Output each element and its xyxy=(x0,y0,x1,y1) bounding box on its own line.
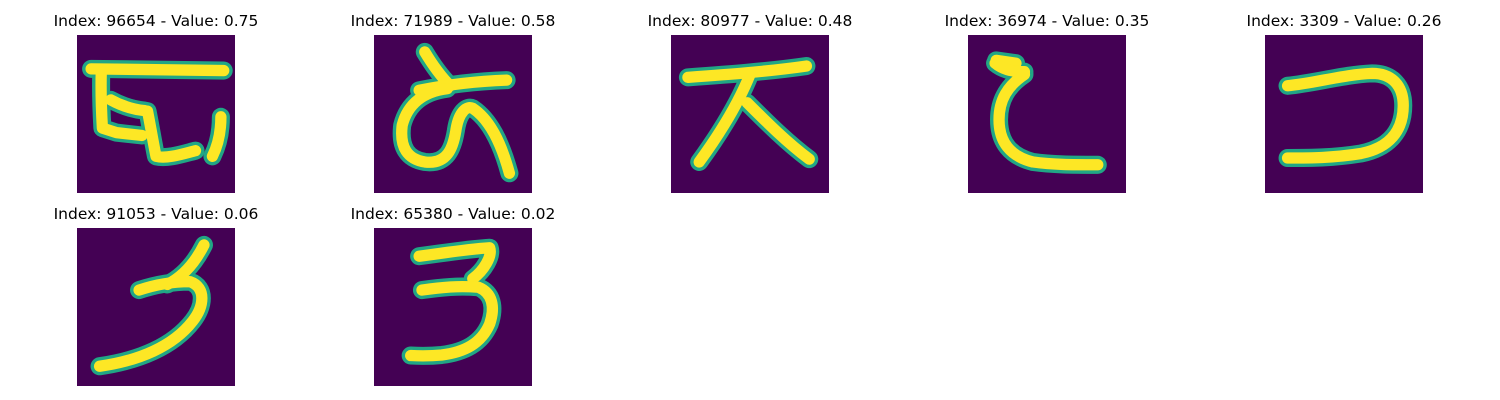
sample-title: Index: 65380 - Value: 0.02 xyxy=(350,205,556,223)
sample-cell-4: Index: 36974 - Value: 0.35 xyxy=(945,11,1149,193)
sample-cell-5: Index: 3309 - Value: 0.26 xyxy=(1247,11,1441,193)
sample-title: Index: 80977 - Value: 0.48 xyxy=(647,12,853,30)
glyph-ta-icon xyxy=(671,35,829,193)
sample-cell-3: Index: 80977 - Value: 0.48 xyxy=(648,11,852,193)
sample-cell-7: Index: 65380 - Value: 0.02 xyxy=(351,204,555,386)
sample-cell-1: Index: 96654 - Value: 0.75 xyxy=(54,11,258,193)
sample-title: Index: 71989 - Value: 0.58 xyxy=(350,12,556,30)
glyph-te-icon xyxy=(968,35,1126,193)
sample-title: Index: 36974 - Value: 0.35 xyxy=(944,12,1150,30)
glyph-a-icon xyxy=(374,35,532,193)
glyph-ra-icon xyxy=(77,228,235,386)
sample-title: Index: 3309 - Value: 0.26 xyxy=(1246,12,1442,30)
sample-title: Index: 91053 - Value: 0.06 xyxy=(53,205,259,223)
sample-cell-2: Index: 71989 - Value: 0.58 xyxy=(351,11,555,193)
sample-title: Index: 96654 - Value: 0.75 xyxy=(53,12,259,30)
glyph-tsu-icon xyxy=(1265,35,1423,193)
glyph-ha-icon xyxy=(77,35,235,193)
glyph-ru-icon xyxy=(374,228,532,386)
sample-cell-6: Index: 91053 - Value: 0.06 xyxy=(54,204,258,386)
